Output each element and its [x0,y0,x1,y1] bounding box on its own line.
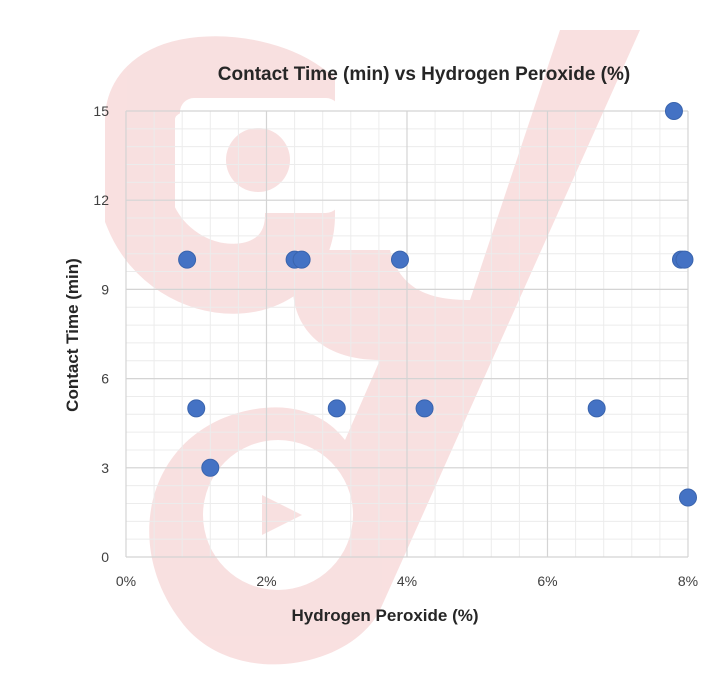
y-axis-ticks: 0 3 6 9 12 15 [93,103,109,565]
x-tick-label: 8% [678,573,698,589]
data-points [178,102,697,507]
chart-title: Contact Time (min) vs Hydrogen Peroxide … [218,64,630,85]
data-point [201,458,220,477]
y-tick-label: 6 [101,371,109,387]
watermark-logo [105,30,640,665]
data-point [187,399,206,418]
y-tick-label: 9 [101,281,109,297]
data-point [679,488,697,507]
y-tick-label: 0 [101,549,109,565]
data-point [292,250,311,269]
data-point [415,399,434,418]
x-axis-title: Hydrogen Peroxide (%) [291,606,478,625]
major-gridlines [125,110,689,558]
y-tick-label: 3 [101,460,109,476]
x-tick-label: 6% [537,573,557,589]
data-point [664,102,683,120]
data-point [675,250,694,269]
x-tick-label: 0% [116,573,136,589]
data-point [587,399,606,418]
data-point [178,250,197,269]
x-tick-label: 4% [397,573,417,589]
data-point [327,399,346,418]
y-tick-label: 15 [93,103,109,119]
data-point [390,250,409,269]
x-tick-label: 2% [256,573,276,589]
y-axis-title: Contact Time (min) [63,258,82,412]
y-tick-label: 12 [93,192,109,208]
x-axis-ticks: 0% 2% 4% 6% 8% [116,573,698,589]
